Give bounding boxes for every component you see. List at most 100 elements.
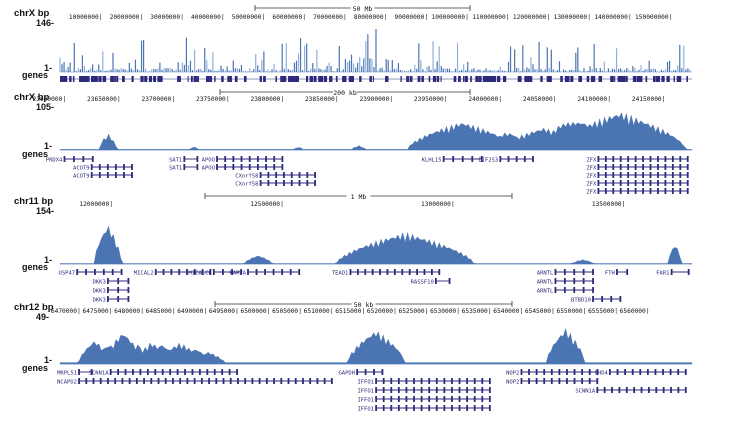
gene-exon xyxy=(323,378,326,384)
signal-area xyxy=(59,112,693,151)
gene-exon xyxy=(196,164,199,170)
gene-exon xyxy=(200,378,203,384)
gene-exon xyxy=(397,405,400,411)
gene-exon xyxy=(597,172,600,178)
gene-exon xyxy=(236,369,238,375)
gene-exon xyxy=(626,269,629,275)
gene-exon xyxy=(604,172,607,178)
gene-exon xyxy=(91,156,94,162)
gene-exon xyxy=(458,396,461,402)
x-tick-label: 6500000 xyxy=(240,308,266,315)
gene-exon xyxy=(229,378,232,384)
gene-exon xyxy=(610,296,613,302)
gene-exon xyxy=(273,156,276,162)
gene-exon xyxy=(563,278,566,284)
gene-exon xyxy=(597,164,600,170)
gene-exon xyxy=(107,296,109,302)
gene-exon xyxy=(619,156,622,162)
gene-exon xyxy=(592,296,594,302)
gene-exon xyxy=(550,378,553,384)
gene-label: ARNTL xyxy=(537,280,554,286)
gene-exon xyxy=(515,156,518,162)
gene-exon xyxy=(619,188,622,194)
gene-label: MICAL2 xyxy=(134,271,154,277)
gene-exon xyxy=(566,378,568,384)
gene-exon xyxy=(283,180,285,186)
gene-exon xyxy=(640,387,643,393)
gene-exon xyxy=(162,269,165,275)
gene-exon xyxy=(298,180,301,186)
gene-exon xyxy=(601,296,604,302)
gene-exon xyxy=(107,378,109,384)
gene-exon xyxy=(90,369,93,375)
gene-exon xyxy=(193,269,196,275)
gene-exon xyxy=(206,369,209,375)
gene-exon xyxy=(416,269,418,275)
gene-exon xyxy=(452,156,455,162)
gene-exon xyxy=(247,269,249,275)
scale-bar-label: 1 Mb xyxy=(351,193,367,201)
gene-exon xyxy=(356,369,359,375)
gene-label: NOP2 xyxy=(506,371,519,377)
gene-exon xyxy=(642,188,644,194)
gene-exon xyxy=(193,378,196,384)
gene-exon xyxy=(413,387,415,393)
gene-exon xyxy=(85,269,87,275)
gene-exon xyxy=(208,378,210,384)
gene-exon xyxy=(686,156,689,162)
gene-exon xyxy=(488,387,491,393)
gene-exon xyxy=(473,396,476,402)
gene-label: APOO xyxy=(202,166,215,172)
gene-exon xyxy=(480,156,483,162)
gene-exon xyxy=(90,164,93,170)
gene-exon xyxy=(435,405,438,411)
chrom-label: chrX bp xyxy=(14,92,50,103)
x-tick-label: 6515000 xyxy=(335,308,361,315)
gene-label: ZFX xyxy=(586,158,597,164)
gene-exon xyxy=(684,387,687,393)
gene-exon xyxy=(648,387,650,393)
gene-exon xyxy=(428,396,431,402)
gene-exon xyxy=(92,378,95,384)
gene-exon xyxy=(375,396,377,402)
gene-exon xyxy=(306,180,309,186)
gene-exon xyxy=(563,287,566,293)
gene-exon xyxy=(364,369,367,375)
gene-exon xyxy=(642,156,644,162)
x-tick-label: 23800000 xyxy=(250,96,280,103)
gene-exon xyxy=(535,369,538,375)
gene-exon xyxy=(686,180,689,186)
gene-exon xyxy=(443,387,446,393)
gene-label: ARNTL xyxy=(537,271,554,277)
gene-label: MICALCL xyxy=(189,271,213,277)
gene-exon xyxy=(686,172,689,178)
gene-exon xyxy=(671,164,674,170)
gene-exon xyxy=(554,287,557,293)
gene-exon xyxy=(573,369,576,375)
x-tick-label: 6525000 xyxy=(398,308,424,315)
gene-exon xyxy=(435,378,438,384)
gene-exon xyxy=(458,387,461,393)
gene-exon xyxy=(85,378,88,384)
gene-exon xyxy=(619,296,622,302)
gene-exon xyxy=(272,269,275,275)
gene-exon xyxy=(634,172,637,178)
gene-exon xyxy=(582,269,585,275)
x-tick-label: 6530000 xyxy=(430,308,456,315)
gene-exon xyxy=(655,387,658,393)
gene-exon xyxy=(604,164,607,170)
gene-label: FAR1 xyxy=(656,271,669,277)
gene-exon xyxy=(172,378,174,384)
scale-bar-label-bg xyxy=(351,300,376,308)
gene-exon xyxy=(581,378,584,384)
gene-label: APOO xyxy=(202,158,215,164)
gene-exon xyxy=(634,180,637,186)
gene-exon xyxy=(627,164,630,170)
gene-label: IFFO1 xyxy=(357,407,374,413)
gene-exon xyxy=(280,378,283,384)
gene-exon xyxy=(558,369,561,375)
gene-exon xyxy=(471,156,474,162)
gene-label: DKK3 xyxy=(93,289,106,295)
x-tick-label: 110000000 xyxy=(472,14,506,21)
gene-label: SAT1 xyxy=(169,166,182,172)
